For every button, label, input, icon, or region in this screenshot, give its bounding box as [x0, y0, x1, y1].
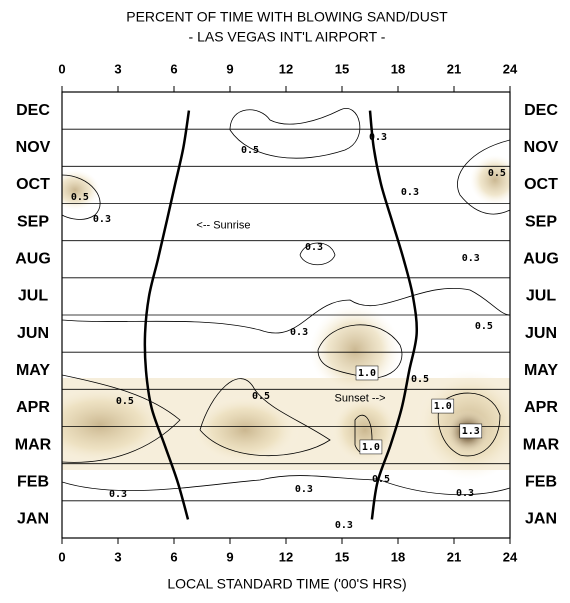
x-tick-label: 3 — [114, 549, 121, 564]
contour-label: 0.5 — [252, 391, 270, 402]
contour-label: 0.5 — [241, 145, 259, 156]
contour-label: 0.5 — [488, 168, 506, 179]
curve-label: Sunset --> — [335, 393, 386, 405]
contour-label: 0.5 — [116, 396, 134, 407]
curve-label: <-- Sunrise — [196, 220, 250, 232]
contour-line — [317, 324, 403, 379]
y-tick-label: AUG — [523, 250, 559, 267]
contour-line — [457, 139, 510, 215]
contour-line — [229, 108, 361, 159]
x-tick-label: 24 — [503, 549, 518, 564]
y-tick-label: SEP — [17, 213, 49, 230]
y-tick-label: MAR — [523, 436, 560, 453]
y-tick-label: NOV — [16, 139, 51, 156]
y-tick-label: MAR — [15, 436, 52, 453]
contour-label: 0.5 — [372, 474, 390, 485]
y-tick-label: DEC — [16, 102, 50, 119]
y-tick-label: MAY — [16, 362, 50, 379]
y-tick-label: JUL — [18, 288, 48, 305]
y-tick-label: FEB — [525, 473, 557, 490]
contour-label: 0.5 — [475, 321, 493, 332]
x-tick-label: 6 — [170, 61, 177, 76]
x-tick-label: 21 — [447, 61, 461, 76]
x-tick-label: 18 — [391, 549, 405, 564]
contour-label: 0.3 — [93, 214, 111, 225]
contour-label: 1.3 — [462, 426, 480, 437]
x-tick-label: 0 — [58, 61, 65, 76]
x-tick-label: 24 — [503, 61, 518, 76]
x-axis-label: LOCAL STANDARD TIME ('00'S HRS) — [167, 576, 406, 592]
x-tick-label: 9 — [226, 61, 233, 76]
y-tick-label: OCT — [524, 176, 558, 193]
y-tick-label: OCT — [16, 176, 50, 193]
contour-label: 1.0 — [434, 401, 452, 412]
shading-blob — [190, 395, 300, 465]
contour-line — [62, 174, 101, 220]
y-tick-label: JAN — [525, 511, 557, 528]
contour-label: 0.3 — [335, 520, 353, 531]
x-tick-label: 15 — [335, 549, 349, 564]
contour-label: 0.5 — [411, 374, 429, 385]
contour-label: 0.5 — [71, 192, 89, 203]
y-tick-label: APR — [524, 399, 558, 416]
y-tick-label: JAN — [17, 511, 49, 528]
contour-label: 1.0 — [358, 368, 376, 379]
y-tick-label: NOV — [524, 139, 559, 156]
shading-blob — [62, 170, 100, 210]
contour-label: 0.3 — [401, 187, 419, 198]
contour-label: 0.3 — [290, 327, 308, 338]
x-tick-label: 12 — [279, 61, 293, 76]
contour-label-bg — [431, 398, 455, 414]
shading-blob — [470, 155, 510, 205]
y-tick-label: JUL — [526, 288, 556, 305]
contour-label: 0.3 — [462, 253, 480, 264]
contour-label: 0.3 — [456, 488, 474, 499]
x-tick-label: 15 — [335, 61, 349, 76]
contour-label-bg — [355, 365, 379, 381]
shading-blob — [310, 305, 400, 395]
y-tick-label: AUG — [15, 250, 51, 267]
y-tick-label: FEB — [17, 473, 49, 490]
contour-label: 0.3 — [305, 242, 323, 253]
contour-label: 1.0 — [362, 442, 380, 453]
x-tick-label: 9 — [226, 549, 233, 564]
shading-blob — [62, 385, 170, 465]
chart-title: PERCENT OF TIME WITH BLOWING SAND/DUST — [126, 9, 448, 25]
x-tick-label: 18 — [391, 61, 405, 76]
contour-label: 0.3 — [109, 489, 127, 500]
shading — [62, 108, 510, 496]
chart-subtitle: - LAS VEGAS INT'L AIRPORT - — [189, 29, 386, 45]
y-tick-label: JUN — [17, 325, 49, 342]
sun-curve — [368, 110, 419, 520]
x-tick-label: 21 — [447, 549, 461, 564]
contour-label-bg — [359, 439, 383, 455]
shading-blob — [330, 395, 400, 465]
sun-curve — [143, 110, 191, 520]
y-tick-label: APR — [16, 399, 50, 416]
x-tick-label: 6 — [170, 549, 177, 564]
x-tick-label: 0 — [58, 549, 65, 564]
contour-label: 0.3 — [295, 484, 313, 495]
contour-label: 0.3 — [369, 132, 387, 143]
y-tick-label: DEC — [524, 102, 558, 119]
contour-line — [62, 288, 510, 334]
contour-line — [437, 392, 501, 457]
contour-line — [62, 374, 181, 463]
contour-label-bg — [459, 423, 483, 439]
contour-line — [299, 242, 336, 266]
x-tick-label: 12 — [279, 549, 293, 564]
contour-line — [62, 475, 510, 496]
y-tick-label: JUN — [525, 325, 557, 342]
contour-line — [199, 378, 331, 457]
x-tick-label: 3 — [114, 61, 121, 76]
y-tick-label: SEP — [525, 213, 557, 230]
y-tick-label: MAY — [524, 362, 558, 379]
